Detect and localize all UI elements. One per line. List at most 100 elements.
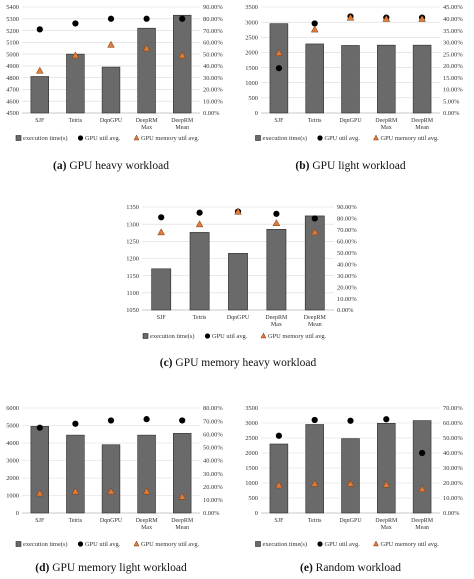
x-category-label: Tetris bbox=[308, 118, 322, 124]
legend-swatch-triangle bbox=[260, 332, 267, 339]
legend-swatch-bar bbox=[15, 135, 22, 141]
figure-caption: (c) GPU memory heavy workload bbox=[160, 357, 317, 369]
bar-execution-time bbox=[305, 424, 324, 514]
bar-execution-time bbox=[377, 422, 396, 514]
bar-execution-time bbox=[341, 45, 360, 114]
y-left-tick-label: 5200 bbox=[6, 28, 19, 35]
y-left-tick-label: 3000 bbox=[245, 420, 258, 427]
caption-label: (d) bbox=[35, 562, 49, 574]
chart-panel-b: 0 500 1000 1500 2000 2500 3000 3500 0.00% 5.00% 10… bbox=[245, 4, 463, 172]
y-right-tick-label: 70.00% bbox=[203, 28, 223, 35]
point-gpu-util bbox=[143, 15, 150, 22]
point-gpu-memory-util bbox=[272, 219, 281, 226]
y-left-tick-label: 5300 bbox=[6, 16, 19, 23]
y-left-tick-label: 0 bbox=[255, 110, 258, 117]
y-right-tick-label: 40.00% bbox=[203, 63, 223, 70]
x-category-label: DeepRM bbox=[411, 518, 434, 524]
point-gpu-memory-util bbox=[142, 44, 151, 52]
y-right-tick-label: 30.00% bbox=[443, 465, 463, 472]
legend-swatch-triangle bbox=[373, 540, 379, 547]
bar-execution-time bbox=[189, 232, 210, 311]
x-category-label: SJF bbox=[157, 315, 167, 321]
caption-label: (a) bbox=[53, 160, 67, 172]
y-left-tick-label: 1000 bbox=[6, 493, 19, 500]
bar-execution-time bbox=[173, 433, 192, 514]
legend-swatch-bar bbox=[15, 541, 22, 547]
y-right-tick-label: 60.00% bbox=[203, 431, 223, 438]
chart-panel-d: 0 1000 2000 3000 4000 5000 6000 0.00% 10.00% 20.0… bbox=[6, 405, 223, 574]
x-category-label: Tetris bbox=[69, 118, 83, 124]
x-category-label: DeepRM bbox=[136, 118, 159, 124]
point-gpu-util bbox=[72, 420, 79, 427]
y-right-tick-label: 40.00% bbox=[337, 261, 357, 268]
legend-label-exec: execution time(s) bbox=[150, 333, 195, 340]
x-category-label: DeepRM bbox=[375, 518, 398, 524]
x-category-label: DeepRM bbox=[171, 518, 194, 524]
caption-label: (e) bbox=[300, 562, 313, 574]
y-right-tick-label: 20.00% bbox=[203, 87, 223, 94]
y-right-tick-label: 0.00% bbox=[203, 110, 220, 117]
y-right-tick-label: 40.00% bbox=[203, 458, 223, 465]
y-left-tick-label: 1300 bbox=[126, 221, 139, 228]
caption-text: GPU heavy workload bbox=[66, 160, 169, 172]
legend-label-gpu-util: GPU util avg. bbox=[85, 541, 121, 548]
bar-execution-time bbox=[30, 76, 49, 114]
bar-execution-time bbox=[173, 14, 192, 114]
bar-execution-time bbox=[101, 444, 121, 514]
point-gpu-util bbox=[107, 417, 115, 424]
point-gpu-util bbox=[179, 15, 186, 22]
y-left-tick-label: 5000 bbox=[6, 423, 19, 430]
point-gpu-memory-util bbox=[346, 479, 355, 487]
y-right-tick-label: 70.00% bbox=[337, 227, 357, 234]
legend-label-gpu-mem: GPU memory util avg. bbox=[268, 333, 327, 340]
bar-execution-time bbox=[66, 434, 85, 514]
bar-execution-time bbox=[228, 253, 248, 311]
y-right-tick-label: 50.00% bbox=[337, 250, 357, 257]
y-right-tick-label: 0.00% bbox=[443, 510, 460, 517]
y-left-tick-label: 3000 bbox=[245, 19, 258, 26]
legend-label-gpu-mem: GPU memory util avg. bbox=[381, 135, 440, 142]
y-left-tick-label: 1000 bbox=[245, 480, 258, 487]
figure-caption: (b) GPU light workload bbox=[295, 160, 405, 172]
bar-execution-time bbox=[269, 443, 289, 514]
legend-label-gpu-util: GPU util avg. bbox=[212, 333, 248, 340]
point-gpu-memory-util bbox=[310, 479, 319, 487]
point-gpu-memory-util bbox=[35, 66, 44, 74]
point-gpu-util bbox=[72, 20, 79, 27]
y-left-tick-label: 2000 bbox=[245, 450, 258, 457]
y-left-tick-label: 0 bbox=[255, 510, 258, 517]
y-left-tick-label: 1200 bbox=[126, 256, 139, 263]
y-right-tick-label: 80.00% bbox=[203, 405, 223, 412]
x-category-label: DeepRM bbox=[375, 118, 398, 124]
y-left-tick-label: 1100 bbox=[126, 290, 139, 297]
x-category-label: Mean bbox=[415, 125, 429, 131]
caption-label: (c) bbox=[160, 357, 173, 369]
legend-label-exec: execution time(s) bbox=[263, 541, 308, 548]
y-left-tick-label: 5000 bbox=[6, 51, 19, 58]
point-gpu-memory-util bbox=[35, 489, 44, 497]
y-right-tick-label: 10.00% bbox=[443, 87, 463, 94]
bar-execution-time bbox=[137, 27, 156, 114]
y-left-tick-label: 1250 bbox=[126, 239, 139, 246]
y-left-tick-label: 0 bbox=[16, 510, 19, 517]
x-category-label: DeepRM bbox=[171, 118, 194, 124]
y-left-tick-label: 1050 bbox=[126, 307, 139, 314]
caption-text: GPU memory light workload bbox=[49, 562, 187, 574]
y-right-tick-label: 60.00% bbox=[203, 40, 223, 47]
chart-panel-e: 0 500 1000 1500 2000 2500 3000 3500 0.00% 10.00% 2… bbox=[245, 405, 463, 574]
point-gpu-memory-util bbox=[346, 13, 355, 21]
y-right-tick-label: 20.00% bbox=[443, 63, 463, 70]
y-left-tick-label: 1150 bbox=[126, 273, 139, 280]
point-gpu-memory-util bbox=[418, 14, 426, 22]
y-left-tick-label: 2500 bbox=[245, 435, 258, 442]
legend-swatch-dot bbox=[77, 541, 84, 547]
y-left-tick-label: 4700 bbox=[6, 87, 19, 94]
y-right-tick-label: 30.00% bbox=[443, 40, 463, 47]
y-right-tick-label: 50.00% bbox=[203, 51, 223, 58]
y-right-tick-label: 80.00% bbox=[337, 216, 357, 223]
y-right-tick-label: 10.00% bbox=[203, 98, 223, 105]
legend-swatch-dot bbox=[317, 541, 323, 547]
x-category-label: Mean bbox=[175, 525, 189, 531]
point-gpu-util bbox=[179, 417, 186, 424]
y-right-tick-label: 90.00% bbox=[337, 204, 357, 211]
